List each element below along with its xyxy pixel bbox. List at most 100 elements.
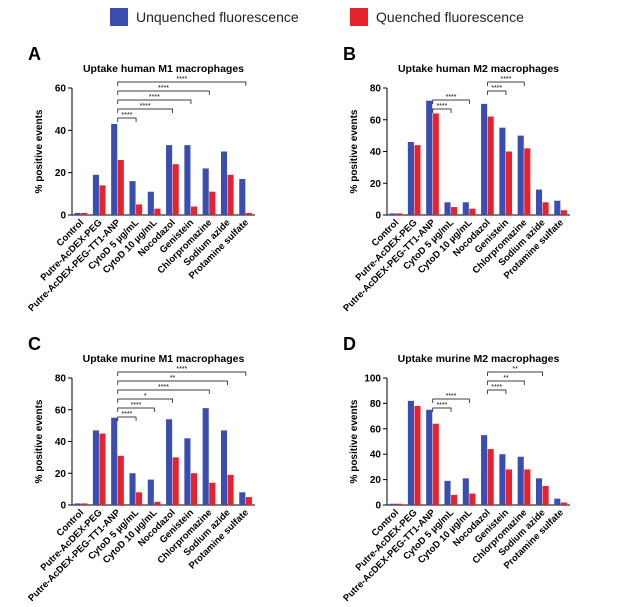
significance-label: ****: [176, 76, 187, 83]
bar: [444, 202, 451, 215]
significance-label: ****: [446, 94, 457, 101]
bar: [129, 473, 136, 505]
significance-bracket: [487, 371, 543, 376]
bar: [92, 430, 99, 505]
y-axis-label: % positive events: [349, 399, 360, 483]
bar: [524, 469, 531, 505]
significance-bracket: [117, 81, 247, 86]
significance-label: ****: [491, 85, 502, 92]
bar: [389, 503, 396, 505]
significance-bracket: [487, 380, 525, 385]
bar: [184, 145, 191, 215]
bar: [239, 179, 246, 215]
bar: [542, 485, 549, 505]
bar: [209, 482, 216, 505]
y-tick-label: 60: [55, 84, 67, 95]
bar: [190, 473, 198, 505]
significance-bracket: [117, 108, 173, 113]
y-tick-label: 40: [370, 147, 382, 158]
bar: [560, 210, 567, 215]
y-tick-label: 60: [370, 424, 382, 435]
legend-label: Unquenched fluorescence: [136, 9, 299, 25]
bar: [172, 457, 179, 505]
significance-bracket: [432, 398, 470, 403]
bar: [99, 185, 106, 215]
legend-label: Quenched fluorescence: [376, 9, 524, 25]
panel-label: A: [28, 44, 41, 64]
bar: [117, 159, 124, 215]
y-tick-label: 60: [370, 115, 382, 126]
significance-bracket: [117, 407, 155, 412]
bar: [389, 213, 396, 215]
bar: [451, 207, 458, 215]
y-tick-label: 20: [370, 475, 382, 486]
bar: [499, 127, 506, 215]
y-tick-label: 40: [55, 437, 67, 448]
bar: [560, 502, 567, 505]
bar: [92, 174, 99, 215]
y-tick-label: 100: [364, 374, 381, 385]
significance-label: ****: [140, 103, 151, 110]
bar: [535, 189, 543, 215]
bar: [554, 200, 561, 215]
bar: [469, 208, 476, 215]
significance-label: ****: [491, 384, 502, 391]
bar: [554, 498, 561, 505]
y-tick-label: 20: [370, 179, 382, 190]
bar: [147, 191, 154, 215]
bar: [487, 449, 494, 505]
bar: [407, 141, 414, 215]
y-tick-label: 0: [60, 501, 66, 512]
bar: [432, 113, 439, 215]
y-tick-label: 80: [370, 84, 382, 95]
bar: [245, 212, 252, 215]
panel-title: Uptake murine M2 macrophages: [398, 353, 560, 365]
bar: [74, 503, 81, 505]
bar: [542, 202, 549, 215]
significance-label: **: [170, 375, 176, 382]
bar: [462, 202, 469, 215]
y-axis-label: % positive events: [34, 109, 45, 193]
bar: [227, 174, 234, 215]
legend-swatch: [110, 8, 128, 26]
significance-label: ****: [131, 402, 142, 409]
bar: [396, 213, 403, 215]
significance-label: ****: [176, 366, 187, 373]
bar: [136, 492, 143, 505]
y-axis-label: % positive events: [349, 109, 360, 193]
bar: [147, 479, 154, 505]
bar: [117, 455, 124, 505]
bar: [535, 478, 543, 505]
significance-bracket: [117, 371, 247, 376]
panel-label: B: [343, 44, 356, 64]
bar: [469, 493, 476, 505]
bar: [505, 151, 513, 215]
bar: [505, 469, 513, 505]
bar: [154, 501, 161, 505]
significance-label: ****: [158, 85, 169, 92]
significance-label: **: [503, 375, 509, 382]
bar: [154, 208, 161, 215]
panel-title: Uptake human M2 macrophages: [398, 63, 559, 75]
bar: [227, 474, 234, 505]
significance-label: ****: [158, 384, 169, 391]
significance-bracket: [487, 389, 507, 394]
bar: [396, 503, 403, 505]
bar: [517, 456, 524, 505]
bar: [136, 204, 143, 215]
significance-bracket: [117, 398, 173, 403]
significance-bracket: [432, 407, 452, 412]
bar: [81, 212, 88, 215]
significance-bracket: [117, 380, 228, 385]
significance-label: ****: [436, 402, 447, 409]
significance-label: ****: [121, 411, 132, 418]
y-tick-label: 40: [370, 450, 382, 461]
significance-bracket: [117, 416, 137, 421]
bar: [166, 419, 173, 505]
bar: [81, 503, 88, 505]
significance-bracket: [487, 81, 525, 86]
significance-bracket: [487, 90, 507, 95]
bar: [129, 181, 136, 215]
bar: [426, 100, 433, 215]
bar: [202, 168, 209, 215]
